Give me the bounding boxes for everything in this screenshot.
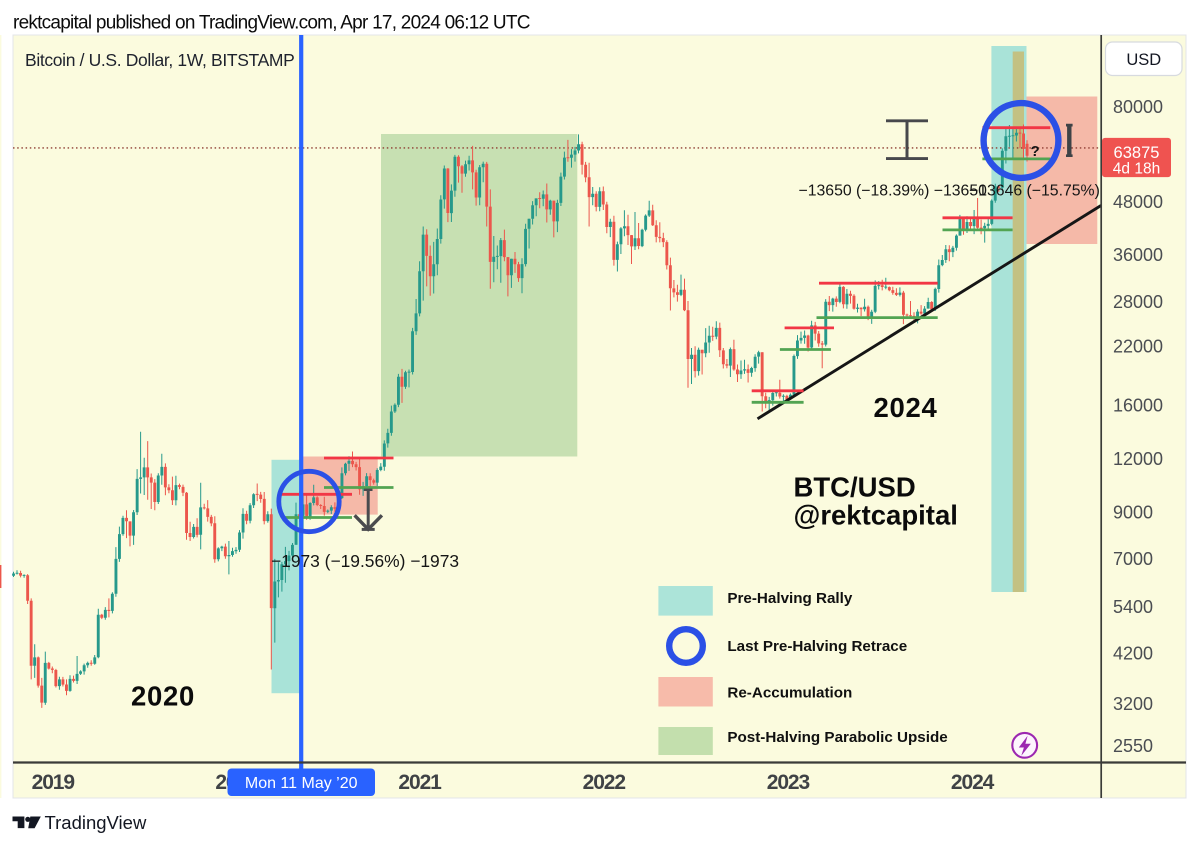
- svg-text:4200: 4200: [1113, 644, 1153, 664]
- svg-text:Post-Halving Parabolic Upside: Post-Halving Parabolic Upside: [727, 729, 947, 746]
- svg-text:2019: 2019: [32, 771, 75, 794]
- svg-text:Last Pre-Halving Retrace: Last Pre-Halving Retrace: [727, 638, 907, 655]
- svg-text:2020: 2020: [131, 681, 195, 712]
- svg-text:−1973 (−19.56%) −1973: −1973 (−19.56%) −1973: [271, 551, 459, 571]
- svg-text:5400: 5400: [1113, 597, 1153, 617]
- svg-text:rektcapital published on Tradi: rektcapital published on TradingView.com…: [13, 13, 530, 34]
- svg-text:2021: 2021: [398, 771, 442, 794]
- svg-text:Pre-Halving Rally: Pre-Halving Rally: [727, 590, 852, 607]
- svg-text:2022: 2022: [583, 771, 626, 794]
- svg-text:Bitcoin / U.S. Dollar, 1W, BIT: Bitcoin / U.S. Dollar, 1W, BITSTAMP: [25, 50, 294, 70]
- svg-text:?: ?: [1031, 143, 1040, 160]
- svg-text:TradingView: TradingView: [45, 812, 147, 833]
- svg-text:Re-Accumulation: Re-Accumulation: [727, 684, 852, 701]
- svg-text:16000: 16000: [1113, 396, 1163, 416]
- svg-text:63875: 63875: [1114, 144, 1160, 162]
- svg-text:−13646 (−15.75%): −13646 (−15.75%): [969, 183, 1100, 200]
- svg-text:2550: 2550: [1113, 736, 1153, 756]
- svg-text:4d 18h: 4d 18h: [1113, 161, 1160, 178]
- svg-text:22000: 22000: [1113, 337, 1163, 357]
- svg-text:3200: 3200: [1113, 694, 1153, 714]
- svg-text:9000: 9000: [1113, 502, 1153, 522]
- svg-text:BTC/USD: BTC/USD: [794, 472, 916, 503]
- svg-text:36000: 36000: [1113, 245, 1163, 265]
- svg-text:2023: 2023: [767, 771, 810, 794]
- svg-text:2024: 2024: [951, 771, 995, 794]
- svg-text:48000: 48000: [1113, 192, 1163, 212]
- svg-text:2024: 2024: [874, 392, 938, 423]
- svg-text:12000: 12000: [1113, 449, 1163, 469]
- svg-text:−13650 (−18.39%) −13650: −13650 (−18.39%) −13650: [799, 183, 988, 200]
- svg-text:28000: 28000: [1113, 292, 1163, 312]
- svg-text:@rektcapital: @rektcapital: [794, 500, 958, 531]
- svg-text:Mon 11 May ’20: Mon 11 May ’20: [245, 775, 358, 792]
- svg-text:7000: 7000: [1113, 549, 1153, 569]
- svg-text:USD: USD: [1126, 51, 1161, 69]
- svg-text:80000: 80000: [1113, 97, 1163, 117]
